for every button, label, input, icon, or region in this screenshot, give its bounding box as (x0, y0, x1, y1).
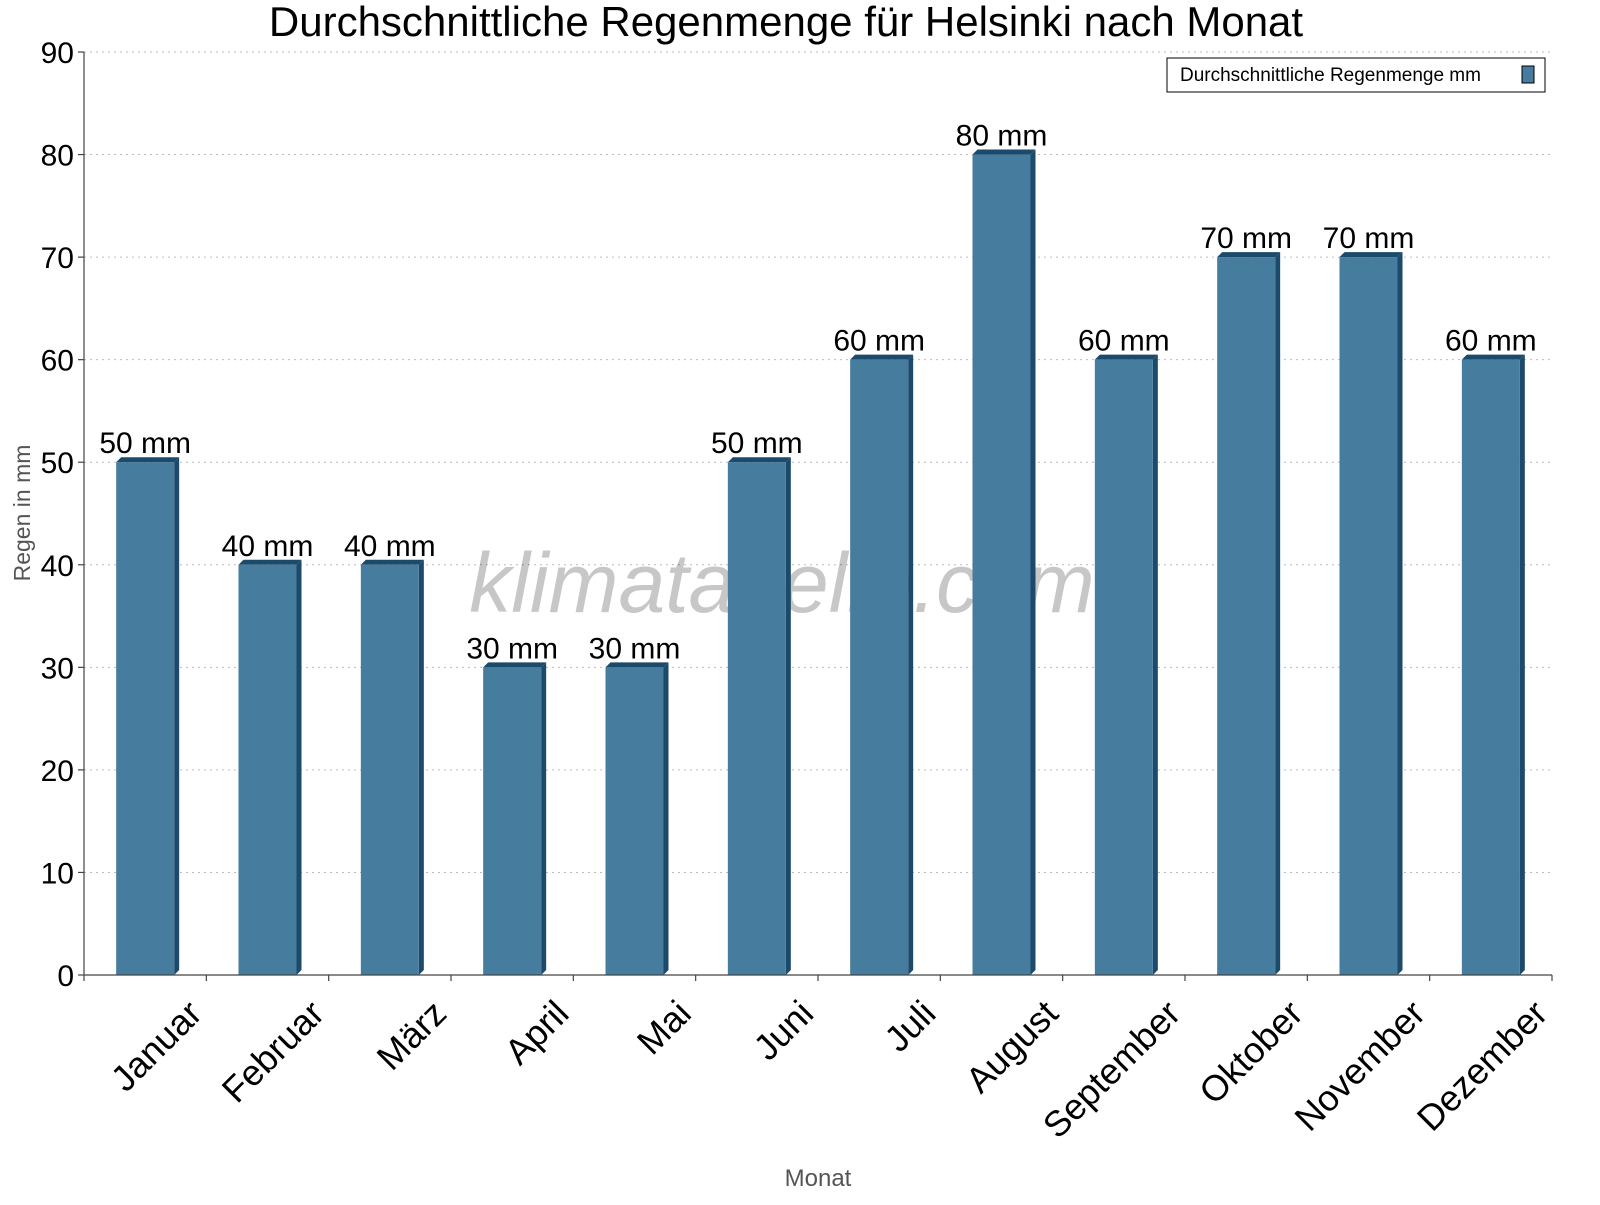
bar-side (296, 559, 302, 975)
bar-side (1275, 252, 1281, 976)
bar-front (1217, 257, 1276, 976)
bar-top (238, 559, 302, 565)
x-tick-label-august: August (958, 992, 1066, 1100)
bar-side (1152, 354, 1158, 976)
bar-top (1217, 252, 1281, 258)
bars (116, 149, 1525, 976)
bar-front (360, 564, 419, 975)
y-tick-label-10: 10 (41, 857, 74, 890)
bar-front (238, 564, 297, 975)
data-label-januar: 50 mm (99, 427, 191, 460)
y-tick-label-0: 0 (57, 960, 74, 993)
bar-januar (116, 457, 180, 975)
x-tick-label-märz: März (369, 992, 455, 1078)
data-label-november: 70 mm (1323, 222, 1415, 255)
bar-april (483, 662, 547, 975)
y-tick-label-40: 40 (41, 550, 74, 583)
bar-side (418, 559, 424, 975)
y-tick-label-60: 60 (41, 345, 74, 378)
bar-mai (605, 662, 669, 975)
bar-dezember (1461, 354, 1525, 976)
x-tick-label-oktober: Oktober (1191, 992, 1311, 1112)
data-label-april: 30 mm (466, 632, 558, 665)
data-label-juli: 60 mm (833, 325, 925, 358)
y-axis-label: Regen in mm (9, 445, 35, 582)
data-labels: 50 mm 40 mm 40 mm 30 mm 30 mm 50 mm 60 mm 80 mm… (99, 120, 1536, 666)
x-axis-label: Monat (785, 1165, 852, 1192)
y-tick-label-80: 80 (41, 140, 74, 173)
y-tick-label-90: 90 (41, 37, 74, 70)
bar-side (663, 662, 669, 975)
bar-juli (850, 354, 914, 976)
data-label-mai: 30 mm (589, 632, 681, 665)
bar-side (1030, 149, 1036, 976)
legend-entry-label: Durchschnittliche Regenmenge mm (1180, 65, 1481, 86)
chart-title: Durchschnittliche Regenmenge für Helsink… (269, 0, 1304, 45)
bar-november (1339, 252, 1403, 976)
bar-side (908, 354, 914, 976)
bar-top (483, 662, 547, 668)
bar-märz (360, 559, 424, 975)
x-tick-label-dezember: Dezember (1409, 992, 1555, 1138)
y-tick-label-50: 50 (41, 447, 74, 480)
bar-februar (238, 559, 302, 975)
y-tick-labels: 0 10 20 30 40 50 60 70 80 90 (41, 37, 74, 993)
bar-top (727, 457, 791, 463)
bar-front (1094, 359, 1153, 976)
bar-august (972, 149, 1036, 976)
bar-front (483, 667, 542, 975)
x-tick-label-mai: Mai (629, 992, 699, 1062)
x-tick-label-juli: Juli (876, 992, 943, 1059)
legend-box (1166, 57, 1546, 93)
bar-front (116, 462, 175, 975)
bar-side (1397, 252, 1403, 976)
bar-top (605, 662, 669, 668)
bar-top (1461, 354, 1525, 360)
grid-lines (84, 51, 1552, 873)
x-tick-label-januar: Januar (103, 992, 210, 1099)
y-tick-label-70: 70 (41, 242, 74, 275)
x-tick-labels: Januar Februar März April Mai Juni Juli AugustS… (103, 992, 1556, 1146)
y-tick-label-30: 30 (41, 652, 74, 685)
bar-front (850, 359, 909, 976)
x-tick-label-juni: Juni (745, 992, 821, 1068)
bar-top (972, 149, 1036, 155)
y-tick-label-20: 20 (41, 755, 74, 788)
data-label-august: 80 mm (956, 120, 1048, 153)
bar-side (541, 662, 547, 975)
bar-front (972, 154, 1031, 976)
axes (78, 51, 1553, 981)
legend-swatch (1521, 65, 1535, 84)
x-tick-label-november: November (1286, 992, 1432, 1138)
bar-top (116, 457, 180, 463)
bar-top (360, 559, 424, 565)
bar-side (174, 457, 180, 975)
data-label-märz: 40 mm (344, 530, 436, 563)
bar-top (850, 354, 914, 360)
x-tick-label-februar: Februar (214, 992, 332, 1110)
data-label-februar: 40 mm (222, 530, 314, 563)
bar-oktober (1217, 252, 1281, 976)
data-label-juni: 50 mm (711, 427, 803, 460)
bar-side (1519, 354, 1525, 976)
bar-front (605, 667, 664, 975)
bar-front (727, 462, 786, 975)
bar-front (1461, 359, 1520, 976)
bar-juni (727, 457, 791, 975)
bar-front (1339, 257, 1398, 976)
bar-september (1094, 354, 1158, 976)
data-label-september: 60 mm (1078, 325, 1170, 358)
x-tick-label-april: April (497, 992, 577, 1072)
bar-top (1094, 354, 1158, 360)
legend: Durchschnittliche Regenmenge mm (1166, 57, 1546, 93)
data-label-dezember: 60 mm (1445, 325, 1537, 358)
data-label-oktober: 70 mm (1200, 222, 1292, 255)
bar-side (785, 457, 791, 975)
bar-top (1339, 252, 1403, 258)
